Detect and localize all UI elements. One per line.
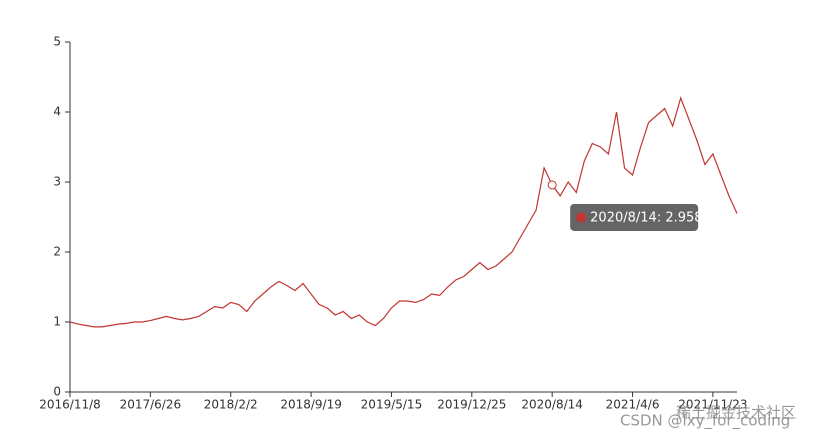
tooltip-text: 2020/8/14: 2.958 bbox=[590, 210, 702, 225]
tooltip: 2020/8/14: 2.958 bbox=[570, 203, 703, 231]
plot: 0 1 2 3 4 5 2016/11/8 2017/6/26 2018/2/2 2018/9/1… bbox=[39, 35, 747, 412]
x-tick-label: 2021/4/6 bbox=[606, 398, 660, 412]
y-tick-label: 3 bbox=[53, 175, 61, 189]
x-tick-label: 2019/12/25 bbox=[437, 398, 506, 412]
x-tick-label: 2021/11/23 bbox=[678, 398, 747, 412]
x-tick-label: 2018/9/19 bbox=[280, 398, 342, 412]
hover-point bbox=[547, 180, 557, 190]
x-tick-label: 2016/11/8 bbox=[39, 398, 101, 412]
y-tick-label: 5 bbox=[53, 35, 61, 49]
watermark: 稀土掘金技术社区 bbox=[676, 404, 796, 422]
y-tick-label: 4 bbox=[53, 105, 61, 119]
x-tick-label: 2020/8/14 bbox=[521, 398, 583, 412]
series-line bbox=[69, 96, 738, 328]
y-tick-label: 2 bbox=[53, 245, 61, 259]
watermark: CSDN @lxy_for_coding bbox=[620, 412, 790, 431]
y-tick-label: 1 bbox=[53, 315, 61, 329]
tooltip-dot bbox=[576, 212, 587, 223]
tooltip-box bbox=[570, 203, 699, 231]
x-tick-label: 2018/2/2 bbox=[204, 398, 258, 412]
x-tick-label: 2019/5/15 bbox=[361, 398, 423, 412]
y-tick-label: 0 bbox=[53, 385, 61, 399]
x-tick-label: 2017/6/26 bbox=[120, 398, 182, 412]
